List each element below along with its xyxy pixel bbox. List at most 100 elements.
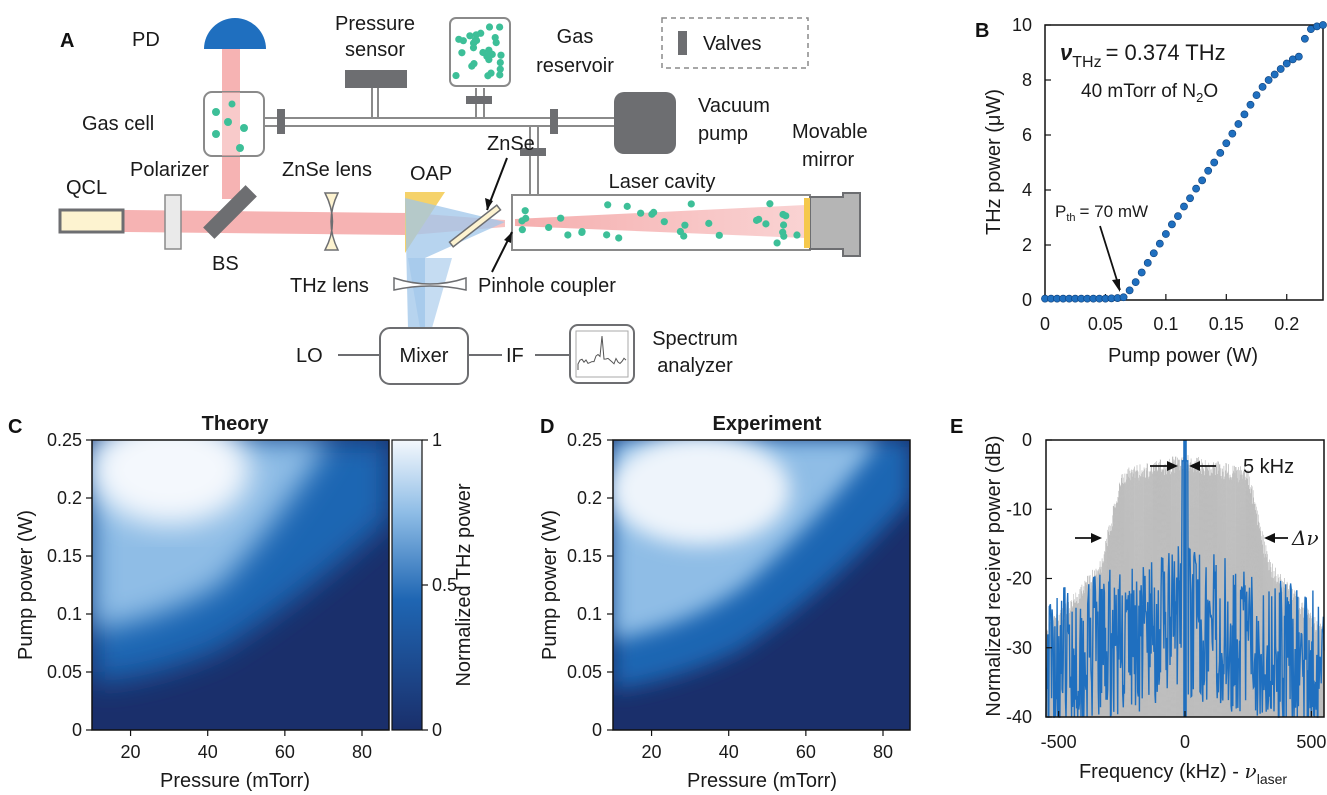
x-tick-label: 40 xyxy=(198,742,218,762)
cavity-beam xyxy=(515,205,805,238)
x-tick-label: 80 xyxy=(352,742,372,762)
colorbar-tick-label: 0 xyxy=(432,720,442,740)
data-point xyxy=(1204,166,1213,175)
x-tick-label: 80 xyxy=(873,742,893,762)
delta-arrowhead-left xyxy=(1091,533,1102,543)
gas-molecule xyxy=(492,39,500,47)
colorbar xyxy=(391,439,423,731)
spectrum-analyzer-trace xyxy=(577,335,627,370)
y-tick-label: 0.05 xyxy=(47,662,82,682)
delta-arrowhead-right xyxy=(1264,533,1275,543)
oap-label: OAP xyxy=(410,163,452,185)
panel-a-schematic: A PD Pressure sensor Gas reservoir xyxy=(58,13,868,385)
vacuum-pump-label-1: Vacuum xyxy=(698,95,770,117)
axis-ticks: 20 40 60 80 0 0.05 0.1 0.15 0.2 0.25 xyxy=(47,430,372,762)
data-point xyxy=(1180,202,1188,211)
y-tick-label: 10 xyxy=(1012,15,1032,35)
gas-molecule xyxy=(496,58,504,67)
data-point xyxy=(1276,65,1285,73)
gas-molecule xyxy=(518,226,526,234)
data-points xyxy=(1041,21,1327,303)
data-point xyxy=(1186,194,1194,203)
pth-arrowhead xyxy=(1112,279,1120,292)
y-axis-label: Normalized receiver power (dB) xyxy=(983,435,1005,716)
beam-splitter-icon xyxy=(203,185,257,239)
movable-mirror-icon xyxy=(809,192,861,257)
heatmap-peak xyxy=(613,440,790,545)
panel-label-d: D xyxy=(540,416,554,438)
x-tick-label: 0.1 xyxy=(1153,314,1178,334)
colorbar-ticks: 00.51 xyxy=(422,430,457,740)
gas-molecule xyxy=(615,234,623,242)
pth-symbol: P xyxy=(1055,202,1066,221)
data-point xyxy=(1137,268,1146,277)
gas-molecule xyxy=(497,51,505,59)
colorbar-label: Normalized THz power xyxy=(453,483,475,686)
x-axis-label: Frequency (kHz) - νlaser xyxy=(1079,759,1287,787)
x-tick-label: 0.15 xyxy=(1209,314,1244,334)
data-point xyxy=(1319,21,1327,29)
heatmap xyxy=(92,440,389,730)
valve-icon xyxy=(520,148,546,156)
vacuum-pump-label-2: pump xyxy=(698,123,748,145)
data-point xyxy=(1270,70,1279,79)
x-tick-label: 60 xyxy=(796,742,816,762)
gas-molecule xyxy=(485,23,494,31)
x-axis-label-nu: ν xyxy=(1245,759,1257,783)
gas-molecule xyxy=(660,218,668,226)
gas-molecule xyxy=(603,231,611,239)
polarizer-icon xyxy=(164,194,182,250)
axis-ticks: -500 0 500 0 -10 -20 -30 -40 xyxy=(1006,430,1326,752)
znse-arrowhead xyxy=(485,198,493,210)
y-tick-label: -20 xyxy=(1006,569,1032,589)
gas-molecule xyxy=(557,214,565,222)
gas-molecule xyxy=(762,220,770,228)
colorbar-tick-label: 1 xyxy=(432,430,442,450)
data-point xyxy=(1252,91,1261,100)
linewidth-arrowhead-right xyxy=(1189,461,1200,471)
gas-molecule xyxy=(793,231,801,239)
data-point xyxy=(1149,249,1158,258)
x-axis-label: Pump power (W) xyxy=(1108,345,1258,367)
gas-molecule xyxy=(496,23,504,31)
gas-molecule xyxy=(455,35,463,43)
y-tick-label: 0 xyxy=(72,720,82,740)
y-tick-label: 0.1 xyxy=(577,604,602,624)
data-point xyxy=(1198,176,1207,185)
data-point xyxy=(1192,184,1200,193)
znse-lens-icon xyxy=(323,192,340,251)
data-point xyxy=(1294,52,1303,61)
valves-legend-box xyxy=(661,17,809,69)
valve-icon xyxy=(550,109,558,134)
colorbar-tick-label: 0.5 xyxy=(432,575,457,595)
pth-arrow xyxy=(1099,225,1121,291)
gas-annotation: 40 mTorr of N2O xyxy=(1081,81,1218,105)
data-point xyxy=(1228,129,1237,138)
gas-molecule xyxy=(637,209,645,217)
panel-c-chart: C Theory 20 40 60 80 0 0.05 0.1 0.15 0.2 0.25 Pre… xyxy=(8,413,475,792)
gas-molecule xyxy=(779,221,788,229)
gas-molecule xyxy=(715,231,723,239)
thz-beam xyxy=(405,198,505,328)
y-tick-label: 0.2 xyxy=(57,488,82,508)
y-tick-label: 0 xyxy=(1022,430,1032,450)
y-tick-label: 4 xyxy=(1022,180,1032,200)
gas-molecule xyxy=(479,48,487,57)
linewidth-annotation: 5 kHz xyxy=(1243,456,1294,478)
x-tick-label: -500 xyxy=(1041,732,1077,752)
if-label: IF xyxy=(506,345,524,367)
spectrum-analyzer-screen xyxy=(575,330,629,378)
spectrum-analyzer-icon xyxy=(569,324,635,384)
gas-molecule xyxy=(471,36,480,44)
gas-molecule xyxy=(496,65,504,73)
pth-value: = 70 mW xyxy=(1080,202,1149,221)
qcl-icon xyxy=(58,208,125,234)
thz-lens-icon xyxy=(393,276,467,291)
gas-molecule xyxy=(766,200,774,208)
gas-molecule xyxy=(773,239,781,247)
data-point xyxy=(1161,230,1170,238)
plot-frame xyxy=(612,439,911,731)
pressure-sensor-label-2: sensor xyxy=(345,39,405,61)
y-axis-label: Pump power (W) xyxy=(539,510,561,660)
